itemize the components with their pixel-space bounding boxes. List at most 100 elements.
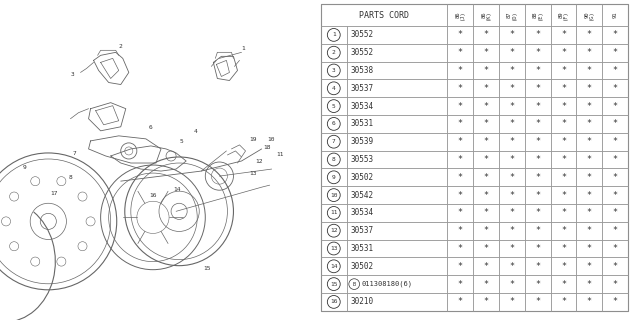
Text: *: * <box>535 84 540 93</box>
Bar <box>525 4 550 26</box>
Bar <box>602 61 628 79</box>
Text: 6: 6 <box>149 125 153 130</box>
Bar <box>550 151 576 168</box>
Bar <box>602 133 628 151</box>
Text: *: * <box>458 119 463 128</box>
Bar <box>550 186 576 204</box>
Text: *: * <box>535 173 540 182</box>
Text: *: * <box>458 244 463 253</box>
Text: *: * <box>612 66 618 75</box>
Bar <box>447 79 473 97</box>
Text: *: * <box>587 119 592 128</box>
Text: 7: 7 <box>72 151 76 156</box>
Bar <box>499 44 525 61</box>
Bar <box>525 186 550 204</box>
Bar <box>347 61 447 79</box>
Text: 89
(F): 89 (F) <box>559 10 568 20</box>
Bar <box>447 257 473 275</box>
Text: *: * <box>509 173 515 182</box>
Text: *: * <box>483 30 488 39</box>
Bar <box>550 168 576 186</box>
Bar <box>321 4 447 26</box>
Bar <box>602 115 628 133</box>
Bar <box>576 275 602 293</box>
Bar <box>447 97 473 115</box>
Bar <box>347 26 447 44</box>
Text: *: * <box>509 66 515 75</box>
Text: *: * <box>587 84 592 93</box>
Bar <box>499 115 525 133</box>
Text: 30531: 30531 <box>351 244 374 253</box>
Text: *: * <box>509 208 515 217</box>
Bar <box>576 97 602 115</box>
Text: 30534: 30534 <box>351 208 374 217</box>
Text: 8: 8 <box>68 175 72 180</box>
Bar <box>321 168 347 186</box>
Text: *: * <box>458 84 463 93</box>
Text: *: * <box>587 48 592 57</box>
Bar <box>473 4 499 26</box>
Text: *: * <box>612 137 618 146</box>
Text: *: * <box>483 102 488 111</box>
Text: 011308180(6): 011308180(6) <box>362 281 413 287</box>
Text: 4: 4 <box>193 129 197 134</box>
Bar <box>499 257 525 275</box>
Text: *: * <box>535 191 540 200</box>
Bar <box>447 293 473 311</box>
Text: 16: 16 <box>149 193 156 198</box>
Text: 5: 5 <box>332 104 335 108</box>
Bar <box>347 133 447 151</box>
Bar <box>576 115 602 133</box>
Text: *: * <box>509 155 515 164</box>
Bar <box>347 293 447 311</box>
Text: *: * <box>535 102 540 111</box>
Text: *: * <box>587 191 592 200</box>
Bar <box>576 44 602 61</box>
Bar <box>602 44 628 61</box>
Bar <box>602 293 628 311</box>
Bar <box>499 61 525 79</box>
Text: 10: 10 <box>330 193 337 198</box>
Bar <box>602 151 628 168</box>
Bar <box>473 44 499 61</box>
Bar <box>473 26 499 44</box>
Text: *: * <box>535 137 540 146</box>
Bar <box>447 204 473 222</box>
Bar <box>473 222 499 240</box>
Text: *: * <box>561 66 566 75</box>
Bar <box>321 26 347 44</box>
Text: 11: 11 <box>330 211 337 215</box>
Bar <box>447 151 473 168</box>
Bar <box>499 240 525 257</box>
Text: 30537: 30537 <box>351 226 374 235</box>
Text: 14: 14 <box>173 187 180 192</box>
Text: *: * <box>483 297 488 306</box>
Bar <box>525 204 550 222</box>
Text: *: * <box>509 102 515 111</box>
Text: 18: 18 <box>264 145 271 150</box>
Bar <box>321 275 347 293</box>
Bar <box>550 222 576 240</box>
Bar <box>447 26 473 44</box>
Bar <box>525 97 550 115</box>
Text: *: * <box>587 280 592 289</box>
Bar <box>525 168 550 186</box>
Bar <box>447 240 473 257</box>
Bar <box>576 240 602 257</box>
Text: PARTS CORD: PARTS CORD <box>359 11 409 20</box>
Text: *: * <box>612 155 618 164</box>
Bar <box>447 275 473 293</box>
Text: *: * <box>561 191 566 200</box>
Text: 88
(E): 88 (E) <box>532 10 542 20</box>
Bar <box>525 293 550 311</box>
Text: 7: 7 <box>332 139 335 144</box>
Bar <box>576 186 602 204</box>
Text: *: * <box>587 226 592 235</box>
Bar <box>550 26 576 44</box>
Bar <box>525 44 550 61</box>
Text: *: * <box>509 119 515 128</box>
Text: *: * <box>509 48 515 57</box>
Text: 8: 8 <box>332 157 335 162</box>
Text: *: * <box>458 173 463 182</box>
Text: *: * <box>458 297 463 306</box>
